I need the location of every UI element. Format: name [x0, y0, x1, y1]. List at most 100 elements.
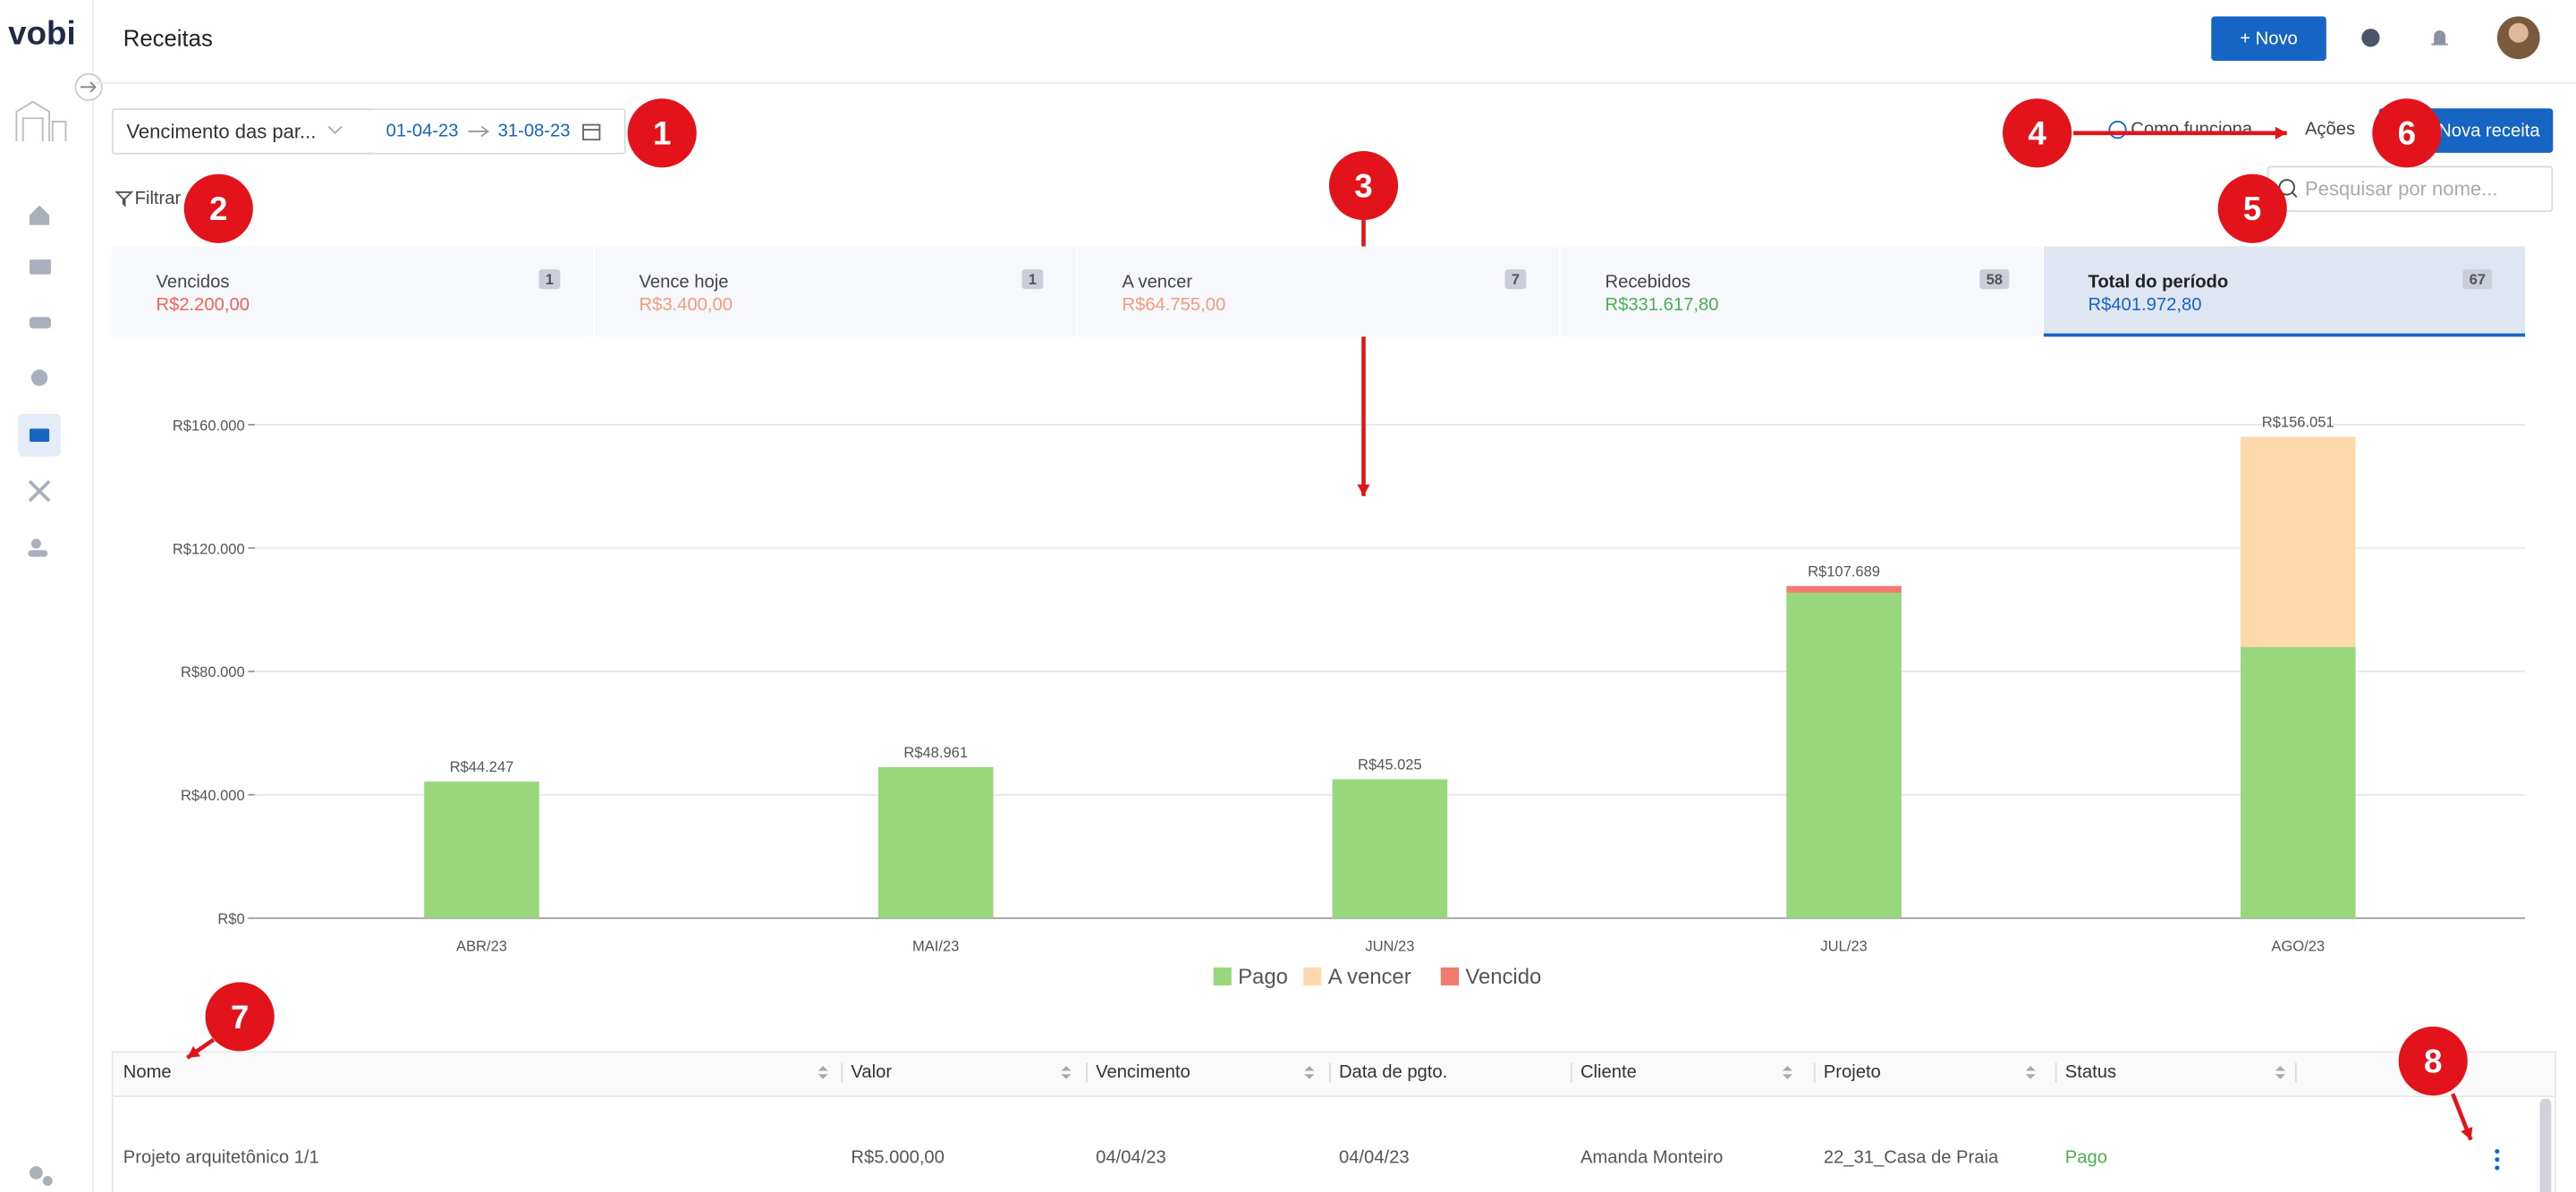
column-separator [2055, 1062, 2057, 1083]
summary-amount: R$3.400,00 [639, 295, 733, 316]
summary-card[interactable]: Total do período R$401.972,80 67 [2043, 246, 2526, 337]
annotation-badge [2002, 98, 2072, 168]
bar-segment [1786, 586, 1902, 593]
y-tick-label: R$120.000 [173, 540, 245, 557]
column-header[interactable]: Projeto [1823, 1062, 1881, 1083]
y-tick-label: R$160.000 [173, 417, 245, 434]
summary-card[interactable]: Vencidos R$2.200,00 1 [111, 246, 594, 337]
filter-button[interactable]: Filtrar [114, 189, 182, 209]
column-header[interactable]: Status [2064, 1062, 2117, 1083]
search-input[interactable]: Pesquisar por nome... [2267, 165, 2554, 212]
column-separator [1813, 1062, 1816, 1083]
column-header[interactable]: Cliente [1580, 1062, 1637, 1083]
annotation-number: 2 [209, 190, 227, 227]
summary-label: Total do período [2088, 272, 2229, 292]
summary-label: A vencer [1122, 272, 1193, 292]
row-menu[interactable] [2487, 1146, 2507, 1176]
nav-schedule[interactable] [30, 369, 48, 386]
search-icon [2278, 179, 2298, 199]
date-start: 01-04-23 [386, 121, 459, 141]
date-range[interactable]: 01-04-23 31-08-23 [369, 108, 626, 155]
summary-card[interactable]: Recebidos R$331.617,80 58 [1560, 246, 2043, 337]
actions-menu[interactable]: Ações [2304, 120, 2356, 140]
summary-count: 1 [1021, 269, 1044, 290]
summary-amount: R$331.617,80 [1605, 295, 1719, 316]
table-cell: Pago [2064, 1147, 2107, 1168]
bar-segment [424, 782, 539, 918]
logo: vobi [8, 16, 76, 53]
nav-users[interactable] [30, 538, 41, 549]
x-tick-label: MAI/23 [912, 937, 959, 954]
topbar-icons [2361, 16, 2540, 60]
table-cell: R$5.000,00 [851, 1147, 945, 1168]
column-header[interactable]: Data de pgto. [1338, 1062, 1448, 1083]
sidebar-icons [15, 72, 103, 1187]
y-tick-label: R$40.000 [181, 787, 245, 804]
column-separator [1570, 1062, 1572, 1083]
sort-icon [818, 1066, 828, 1079]
bar-segment [1332, 779, 1448, 918]
column-separator [841, 1062, 843, 1083]
annotation-number: 7 [231, 999, 249, 1036]
table [111, 1051, 2556, 1192]
date-field-select[interactable]: Vencimento das par... [111, 108, 373, 155]
notifications-icon[interactable] [2431, 30, 2448, 46]
summary-amount: R$2.200,00 [156, 295, 250, 316]
summary-count: 1 [538, 269, 561, 290]
y-tick-label: R$0 [217, 910, 244, 927]
filter-text: Filtrar [134, 189, 182, 209]
summary-card[interactable]: A vencer R$64.755,00 7 [1077, 246, 1560, 337]
sort-icon [1304, 1066, 1315, 1079]
x-tick-label: AGO/23 [2271, 937, 2325, 954]
calendar-icon [582, 123, 601, 141]
date-field-text: Vencimento das par... [126, 120, 317, 143]
scrollbar[interactable] [2539, 1098, 2552, 1192]
total-label: R$44.247 [450, 758, 514, 775]
nav-projects[interactable] [30, 259, 51, 275]
search-placeholder: Pesquisar por nome... [2304, 177, 2498, 201]
y-tick-label: R$80.000 [181, 664, 245, 681]
nav-sales[interactable] [30, 317, 51, 329]
column-header[interactable]: Vencimento [1096, 1062, 1191, 1083]
chart: R$0 R$40.000 R$80.000 R$120.000 R$160.000 R$4… [173, 413, 2526, 989]
legend-label: Vencido [1465, 965, 1541, 989]
sort-icon [1782, 1066, 1792, 1079]
summary-label: Vencidos [156, 272, 230, 292]
annotation-arrowhead [2275, 126, 2287, 139]
column-header[interactable]: Nome [123, 1062, 172, 1083]
help-icon[interactable] [2361, 29, 2380, 47]
chevron [328, 125, 343, 135]
x-tick-label: ABR/23 [456, 937, 507, 954]
column-separator [1086, 1062, 1088, 1083]
annotation-number: 1 [653, 115, 671, 152]
how-it-works-link[interactable]: Como funciona [2108, 120, 2252, 139]
column-separator [2294, 1062, 2297, 1083]
summary-card[interactable]: Vence hoje R$3.400,00 1 [594, 246, 1077, 337]
new-revenue-button[interactable]: Nova receita [2378, 108, 2554, 153]
total-label: R$107.689 [1808, 562, 1880, 579]
annotation-badge [1328, 150, 1399, 221]
new-button[interactable]: + Novo [2211, 16, 2326, 61]
x-tick-label: JUN/23 [1365, 937, 1414, 954]
table-cell: 04/04/23 [1096, 1147, 1166, 1168]
page-title: Receitas [123, 24, 213, 51]
summary-amount: R$401.972,80 [2088, 295, 2202, 316]
column-header[interactable]: Valor [851, 1062, 893, 1083]
annotation-number: 4 [2028, 115, 2046, 152]
info-icon [2108, 121, 2127, 139]
sort-icon [2025, 1066, 2036, 1079]
nav-home[interactable] [30, 205, 50, 225]
bar-segment [2240, 436, 2356, 647]
bar-segment [877, 766, 994, 918]
legend-swatch [1213, 967, 1232, 986]
range-arrow [468, 125, 490, 138]
nav-chat[interactable] [30, 1166, 43, 1179]
sort-icon [2275, 1066, 2285, 1079]
filter-icon [114, 190, 134, 207]
legend-label: Pago [1238, 965, 1288, 989]
nav-tools[interactable] [28, 479, 51, 503]
summary-amount: R$64.755,00 [1122, 295, 1226, 316]
total-label: R$45.025 [1358, 756, 1422, 773]
sort-icon [1061, 1066, 1072, 1079]
